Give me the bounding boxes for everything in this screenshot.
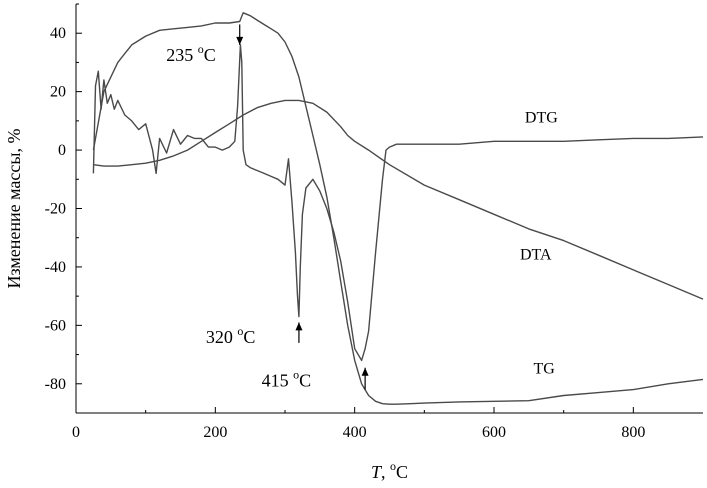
y-tick-label: -60	[45, 317, 66, 334]
y-axis-label: Изменение массы, %	[4, 129, 24, 289]
series-label-dta: DTA	[520, 247, 552, 264]
peak-temperature-label: 235 oC	[166, 42, 216, 65]
x-axis-ticks: 0 200 400 600 800	[72, 407, 645, 441]
series-line-dtg	[92, 44, 704, 362]
peak-temperature-label: 415 oC	[262, 368, 312, 391]
peak-annotation-320: 320 oC	[206, 322, 303, 347]
peak-arrow-head	[295, 322, 303, 331]
series-lines	[92, 12, 704, 405]
peak-annotations: 235 oC 320 oC 415 oC	[166, 24, 369, 391]
plot-area: 0 200 400 600 800 -80 -60 -40 -20 0 20 40 TG DTA DTG…	[45, 3, 704, 441]
y-tick-label: 40	[50, 25, 66, 42]
peak-arrow-head	[361, 367, 369, 376]
y-tick-label: 0	[58, 142, 66, 159]
series-line-dta	[93, 99, 704, 300]
y-axis-ticks: -80 -60 -40 -20 0 20 40	[45, 3, 82, 414]
series-labels: TG DTA DTG	[520, 109, 558, 377]
series-line-tg	[92, 12, 704, 405]
x-tick-label: 400	[343, 424, 367, 441]
peak-annotation-415: 415 oC	[262, 368, 369, 391]
x-axis-label: T, oC	[371, 459, 408, 482]
peak-arrow-head	[236, 36, 244, 45]
y-tick-label: -40	[45, 259, 66, 276]
y-tick-label: -20	[45, 201, 66, 218]
peak-annotation-235: 235 oC	[166, 24, 244, 65]
series-label-tg: TG	[533, 361, 555, 378]
series-label-dtg: DTG	[525, 109, 558, 126]
x-tick-label: 0	[72, 424, 80, 441]
peak-temperature-label: 320 oC	[206, 324, 256, 347]
x-tick-label: 800	[621, 424, 645, 441]
y-tick-label: -80	[45, 376, 66, 393]
y-tick-label: 20	[50, 84, 66, 101]
x-tick-label: 200	[203, 424, 227, 441]
x-tick-label: 600	[482, 424, 506, 441]
